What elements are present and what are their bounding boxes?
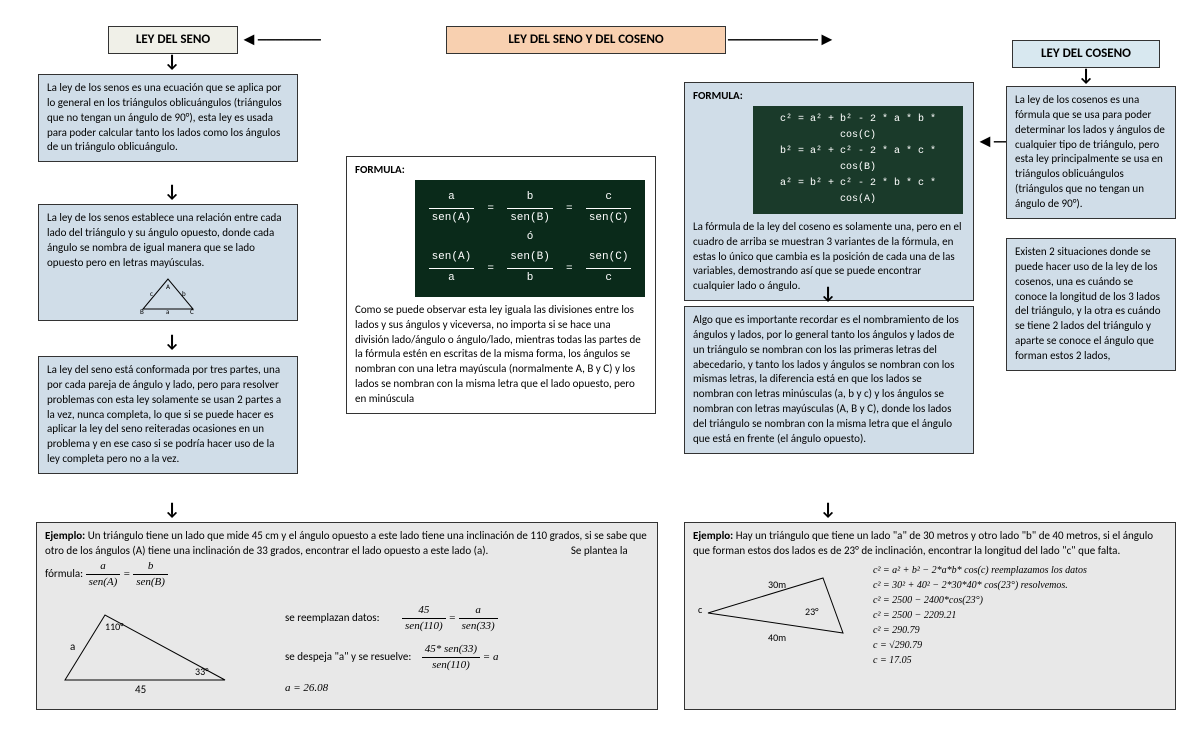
coseno-formula-dark: c² = a² + b² - 2 * a * b * cos(C) b² = a… [753,106,963,214]
seno-ex-formula: asen(A) = bsen(B) [86,568,168,580]
ex-label-seno: Ejemplo: [45,529,85,542]
f2-c: c [586,269,632,289]
seno-p3: La ley del seno está conformada por tres… [38,356,298,474]
ex-label-cos: Ejemplo: [693,529,733,542]
f2-a: a [429,269,475,289]
coseno-example: Ejemplo: Hay un triángulo que tiene un l… [684,522,1176,710]
seno-ex-reempl: se reemplazan datos: [285,611,380,624]
arrow-seno-down: ↓ [164,50,180,72]
svg-text:a: a [166,307,169,314]
seno-formula-desc: Como se puede observar esta ley iguala l… [355,303,641,405]
svg-text:b: b [182,289,186,298]
cf3: a² = b² + c² - 2 * b * c * cos(A) [759,176,957,208]
naming-desc: Algo que es importante recordar es el no… [693,313,959,445]
f-sB: sen(B) [507,209,553,229]
formula-label-cos: FORMULA: [693,89,743,102]
tri-110: 110° [105,620,124,633]
seno-p1-text: La ley de los senos es una ecuación que … [47,81,282,153]
cs4: c² = 290.79 [873,623,1167,638]
seno-ex-eq3: 45* sen(33)sen(110) = a [422,651,499,663]
cs0: c² = a² + b² − 2*a*b* cos(c) reemplazamo… [873,563,1167,578]
f2-sC: sen(C) [586,248,632,269]
seno-ex-result: a = 26.08 [285,681,649,696]
arrow-right: ──────────► [728,28,836,50]
seno-ex-despeja: se despeja "a" y se resuelve: [285,650,411,663]
formula-label-seno: FORMULA: [355,163,405,176]
main-title-text: LEY DEL SENO Y DEL COSENO [508,32,663,47]
svg-text:B: B [140,307,144,314]
ctri-30: 30m [768,578,786,591]
cs2: c² = 2500 − 2400*cos(23°) [873,593,1167,608]
seno-ex-eq2: 45sen(110) = asen(33) [402,612,498,624]
svg-text:C: C [190,307,194,314]
svg-text:A: A [166,282,171,291]
seno-p2: La ley de los senos establece una relaci… [38,204,298,321]
seno-title-text: LEY DEL SENO [136,32,210,47]
coseno-ex-triangle: 30m 40m 23° c [693,563,863,653]
f-sA: sen(A) [429,209,475,229]
cs5: c = √290.79 [873,638,1167,653]
cs6: c = 17.05 [873,653,1167,668]
svg-text:c: c [150,289,153,298]
cf1: c² = a² + b² - 2 * a * b * cos(C) [759,112,957,144]
f-a: a [429,188,475,209]
cs3: c² = 2500 − 2209.21 [873,608,1167,623]
coseno-title-text: LEY DEL COSENO [1041,46,1131,61]
seno-example: Ejemplo: Un triángulo tiene un lado que … [36,522,658,710]
ctri-c: c [698,603,703,616]
naming-box: Algo que es importante recordar es el no… [684,306,974,454]
tri-a: a [70,640,75,653]
ctri-23: 23° [805,605,819,618]
f-c: c [586,188,632,209]
f-or: ó [423,228,637,248]
triangle-icon: A B C c b a [138,274,198,314]
seno-p3-text: La ley del seno está conformada por tres… [47,363,281,465]
coseno-p1-text: La ley de los cosenos es una fórmula que… [1015,93,1165,210]
coseno-p1: La ley de los cosenos es una fórmula que… [1006,86,1176,219]
coseno-ex-text: Hay un triángulo que tiene un lado "a" d… [693,529,1153,557]
f2-sA: sen(A) [429,248,475,269]
arrow-sp3-down: ↓ [164,498,180,520]
f2-sB: sen(B) [507,248,553,269]
coseno-formula-box: FORMULA: c² = a² + b² - 2 * a * b * cos(… [684,82,974,301]
f2-b: b [507,269,553,289]
cf2: b² = a² + c² - 2 * a * c * cos(B) [759,144,957,176]
coseno-p2-text: Existen 2 situaciones donde se puede hac… [1015,245,1161,362]
ctri-40: 40m [768,631,786,644]
f-b: b [507,188,553,209]
f-sC: sen(C) [586,209,632,229]
seno-ex-triangle: 110° 33° a 45 [45,595,245,695]
arrow-coseno-down: ↓ [1078,64,1094,86]
seno-p2-text: La ley de los senos establece una relaci… [47,211,282,269]
arrow-left: ◄─────── [240,28,321,50]
coseno-p2: Existen 2 situaciones donde se puede hac… [1006,238,1176,371]
arrow-naming-down: ↓ [820,498,836,520]
seno-ex-text: Un triángulo tiene un lado que mide 45 c… [45,529,647,557]
main-title: LEY DEL SENO Y DEL COSENO [446,26,726,54]
seno-p1: La ley de los senos es una ecuación que … [38,74,298,162]
seno-formula-dark: asen(A) = bsen(B) = csen(C) ó sen(A)a = … [415,180,645,297]
tri-45: 45 [135,683,146,695]
tri-33: 33° [195,665,209,678]
arrow-sp1-down: ↓ [164,180,180,202]
seno-formula-box: FORMULA: asen(A) = bsen(B) = csen(C) ó s… [346,156,656,414]
cs1: c² = 30² + 40² − 2*30*40* cos(23°) resol… [873,578,1167,593]
arrow-cf-down: ↓ [820,282,836,304]
arrow-sp2-down: ↓ [164,330,180,352]
